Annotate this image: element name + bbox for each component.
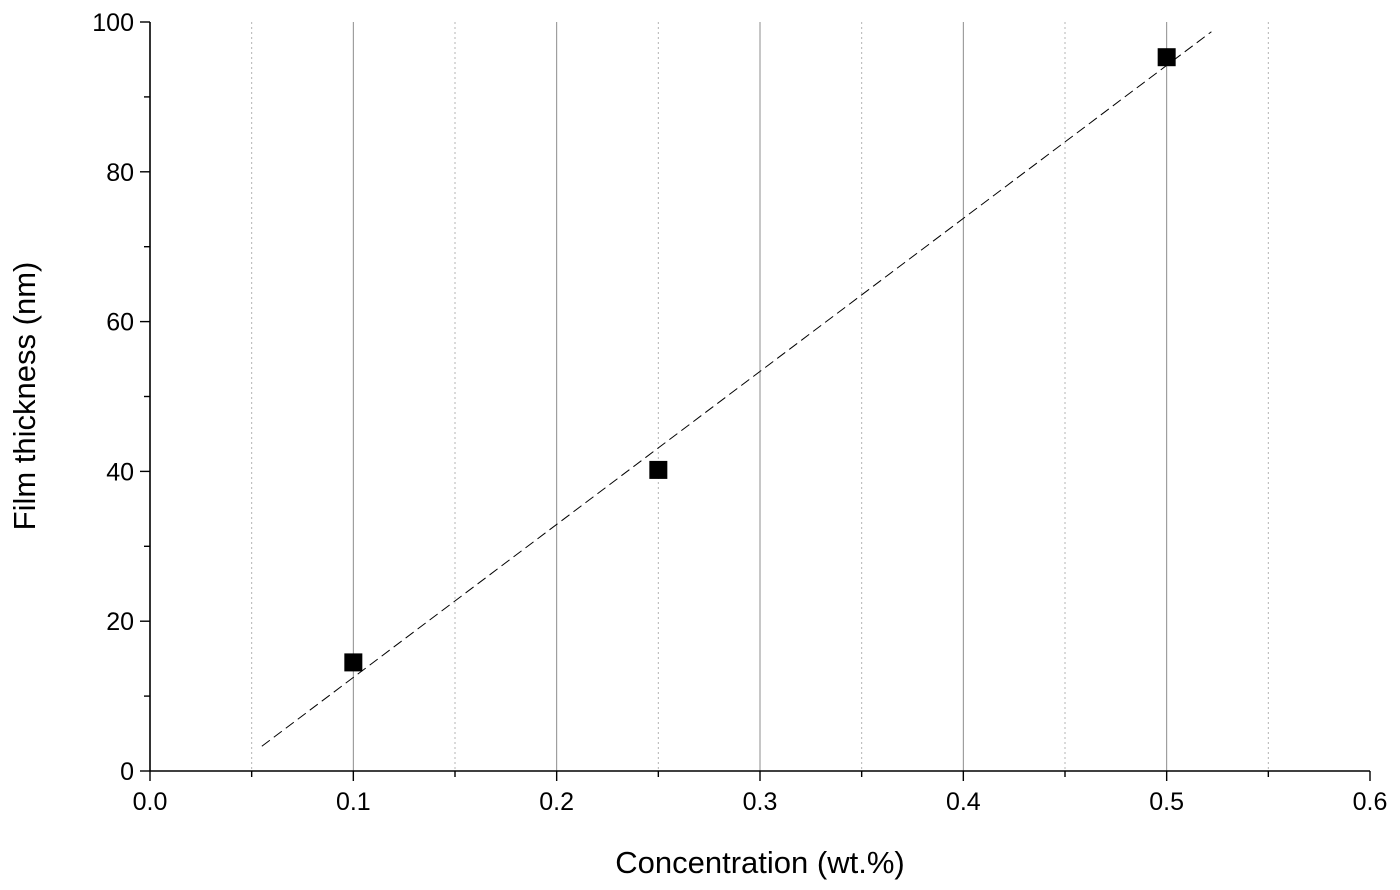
tick-labels: 0.0 0.1 0.2 0.3 0.4 0.5 0.6 0 20 40 60 80 100 (92, 9, 1387, 816)
x-tick-label: 0.1 (336, 788, 371, 816)
y-tick-label: 80 (106, 159, 134, 187)
data-point (649, 460, 668, 479)
y-axis-title: Film thickness (nm) (7, 262, 42, 531)
fit-line (261, 31, 1212, 747)
y-tick-label: 20 (106, 608, 134, 636)
data-point (1157, 48, 1176, 67)
y-tick-label: 40 (106, 458, 134, 486)
y-tick-label: 100 (92, 9, 134, 37)
x-tick-label: 0.5 (1149, 788, 1184, 816)
x-tick-label: 0.3 (743, 788, 778, 816)
grid (251, 22, 1269, 771)
y-tick-label: 60 (106, 309, 134, 337)
fit-line-group (261, 31, 1212, 747)
x-tick-label: 0.6 (1353, 788, 1388, 816)
y-tick-label: 0 (120, 758, 134, 786)
data-points (344, 48, 1176, 672)
axes (140, 21, 1371, 781)
x-tick-label: 0.4 (946, 788, 981, 816)
data-point (344, 653, 363, 672)
x-tick-label: 0.2 (539, 788, 574, 816)
x-tick-label: 0.0 (133, 788, 168, 816)
x-axis-title: Concentration (wt.%) (615, 845, 904, 880)
